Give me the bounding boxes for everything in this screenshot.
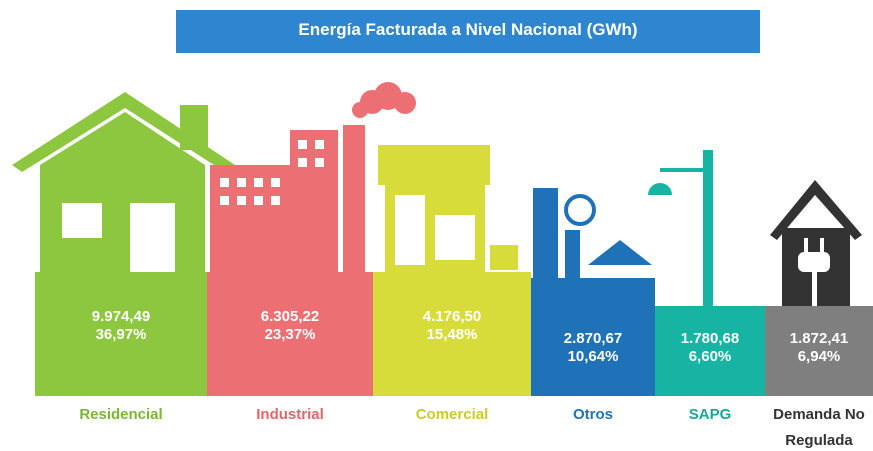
chart — [0, 0, 873, 451]
value-label: 1.780,68 — [655, 330, 765, 347]
share-label: 10,64% — [531, 348, 655, 365]
category-label: Demanda No Regulada — [765, 402, 873, 451]
category-label: Comercial — [373, 402, 531, 428]
share-label: 6,94% — [765, 348, 873, 365]
infographic: Energía Facturada a Nivel Nacional (GWh)… — [0, 0, 873, 451]
value-label: 4.176,50 — [373, 308, 531, 325]
value-label: 6.305,22 — [207, 308, 373, 325]
share-label: 15,48% — [373, 326, 531, 343]
chart-title: Energía Facturada a Nivel Nacional (GWh) — [176, 20, 760, 40]
value-label: 2.870,67 — [531, 330, 655, 347]
value-label: 9.974,49 — [35, 308, 207, 325]
value-label: 1.872,41 — [765, 330, 873, 347]
share-label: 6,60% — [655, 348, 765, 365]
category-label: SAPG — [655, 402, 765, 428]
category-label: Otros — [531, 402, 655, 428]
category-label: Residencial — [35, 402, 207, 428]
share-label: 36,97% — [35, 326, 207, 343]
share-label: 23,37% — [207, 326, 373, 343]
category-label: Industrial — [207, 402, 373, 428]
